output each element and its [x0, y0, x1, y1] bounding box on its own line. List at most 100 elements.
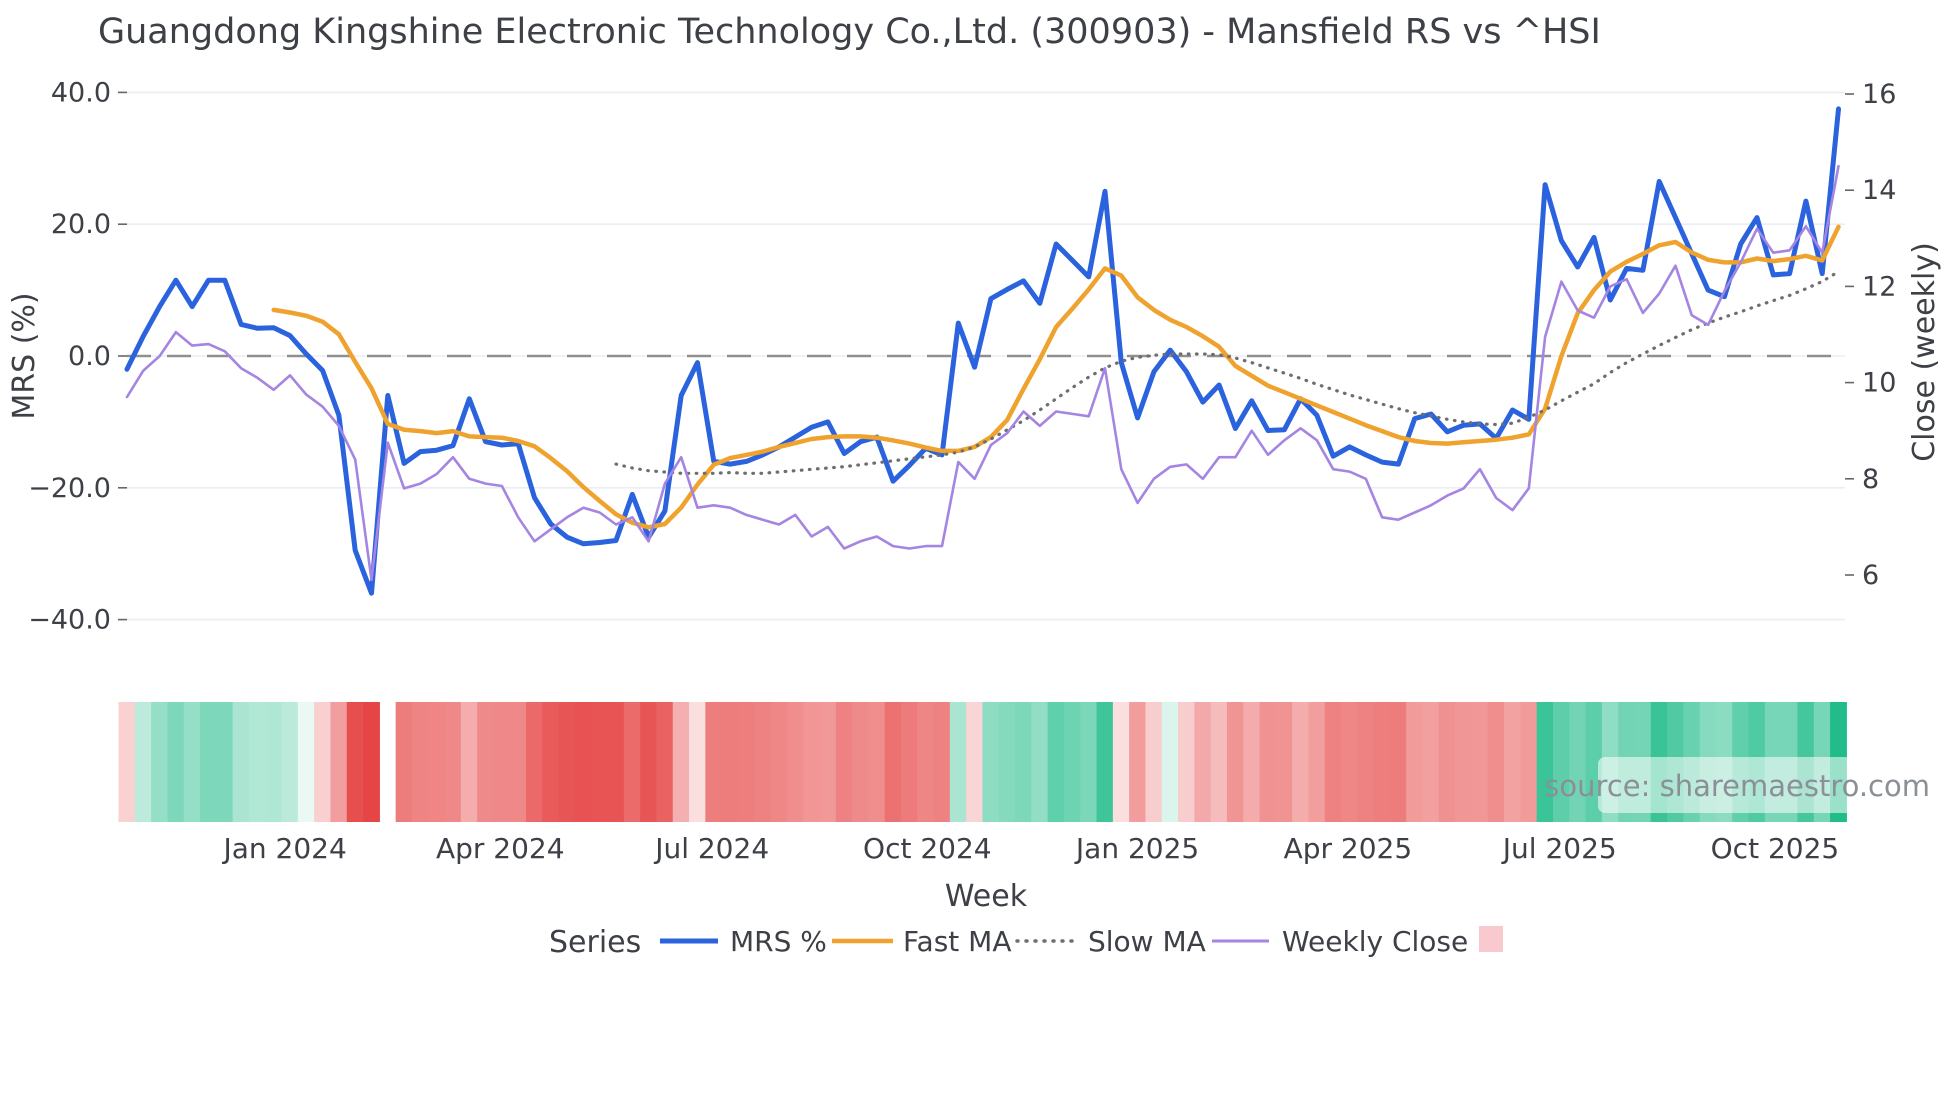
heatmap-cell [1292, 702, 1310, 822]
right-axis-tick-label: 8 [1862, 464, 1879, 495]
x-axis-tick-label: Apr 2025 [1284, 832, 1413, 865]
heatmap-cell [1504, 702, 1521, 822]
heatmap-cell [1455, 702, 1473, 822]
heatmap-cell [526, 702, 543, 822]
left-axis-tick-label: 40.0 [51, 77, 111, 108]
heatmap-cell [265, 702, 283, 822]
heatmap-cell [574, 702, 592, 822]
heatmap-cell [1178, 702, 1195, 822]
heatmap-cell [966, 702, 984, 822]
heatmap-cell [721, 702, 739, 822]
heatmap-cell [917, 702, 935, 822]
heatmap-cell [281, 702, 299, 822]
chart-legend: Series MRS % Fast MA Slow MA Weekly Clos… [549, 925, 1503, 960]
heatmap-cell [1243, 702, 1261, 822]
heatmap-cell [363, 702, 380, 822]
heatmap-cell [444, 702, 462, 822]
heatmap-cell [346, 702, 364, 822]
heatmap-cell [640, 702, 658, 822]
heatmap-cell [1341, 702, 1358, 822]
legend-label-weekly-close[interactable]: Weekly Close [1282, 925, 1468, 958]
heatmap-cell [1194, 702, 1212, 822]
x-axis-tick-label: Jul 2025 [1501, 832, 1617, 865]
series-line-mrs- [124, 106, 1841, 596]
series-line-fast-ma [271, 224, 1841, 530]
right-axis-tick-label: 10 [1862, 368, 1896, 399]
heatmap-cell [1569, 702, 1587, 822]
heatmap-cell [933, 702, 951, 822]
heatmap-cell [1438, 702, 1456, 822]
heatmap-cell [623, 702, 641, 822]
heatmap-cell [493, 702, 511, 822]
heatmap-cell [1031, 702, 1049, 822]
right-axis-tick-label: 14 [1862, 175, 1896, 206]
legend-label-slow-ma[interactable]: Slow MA [1088, 925, 1206, 958]
heatmap-cell [314, 702, 332, 822]
heatmap-cell [1226, 702, 1244, 822]
heatmap-cell [167, 702, 185, 822]
heatmap-cell [460, 702, 478, 822]
heatmap-cell [1259, 702, 1277, 822]
page-title: Guangdong Kingshine Electronic Technolog… [98, 12, 1601, 52]
series-line-weekly-close [125, 164, 1840, 582]
heatmap-cell [949, 702, 967, 822]
x-axis-tick-label: Oct 2024 [863, 832, 992, 865]
heatmap-cell [607, 702, 625, 822]
heatmap-cell [591, 702, 609, 822]
heatmap-cell [1471, 702, 1489, 822]
heatmap-cell [297, 702, 315, 822]
left-axis-tick-label: −20.0 [28, 473, 111, 504]
heatmap-cell [1520, 702, 1538, 822]
heatmap-cell [1536, 702, 1554, 822]
heatmap-cell [884, 702, 902, 822]
heatmap-cell [672, 702, 690, 822]
legend-label-fast-ma[interactable]: Fast MA [903, 925, 1011, 958]
heatmap-cell [183, 702, 201, 822]
heatmap-cell [395, 702, 413, 822]
heatmap-cell [835, 702, 853, 822]
heatmap-cell [786, 702, 804, 822]
legend-label-mrs[interactable]: MRS % [730, 925, 827, 958]
heatmap-strip [118, 702, 1847, 822]
heatmap-cell [1406, 702, 1424, 822]
heatmap-cell [1129, 702, 1147, 822]
right-axis-title: Close (weekly) [1907, 242, 1942, 462]
heatmap-cell [542, 702, 560, 822]
heatmap-cell [770, 702, 788, 822]
heatmap-cell [330, 702, 348, 822]
x-axis-tick-label: Jan 2025 [1074, 832, 1199, 865]
heatmap-cell [1080, 702, 1098, 822]
heatmap-cell [852, 702, 869, 822]
heatmap-cell [134, 702, 152, 822]
heatmap-cell [558, 702, 576, 822]
left-axis-title: MRS (%) [7, 292, 42, 419]
heatmap-cell [118, 702, 136, 822]
right-axis-tick-label: 6 [1862, 560, 1879, 591]
heatmap-cell [1096, 702, 1114, 822]
heatmap-cell [819, 702, 837, 822]
x-axis-tick-label: Oct 2025 [1711, 832, 1840, 865]
heatmap-cell [705, 702, 723, 822]
heatmap-cell [509, 702, 527, 822]
heatmap-cell [900, 702, 918, 822]
heatmap-cell [411, 702, 429, 822]
heatmap-cell [216, 702, 234, 822]
series-lines [124, 106, 1841, 596]
heatmap-cell [151, 702, 169, 822]
source-watermark-background [1598, 757, 1948, 813]
heatmap-cell [868, 702, 886, 822]
legend-heading: Series [549, 925, 641, 960]
x-axis-tick-label: Apr 2024 [436, 832, 565, 865]
heatmap-cell [200, 702, 217, 822]
heatmap-cell [1422, 702, 1440, 822]
heatmap-cell [754, 702, 772, 822]
heatmap-cell [656, 702, 674, 822]
source-link-text[interactable]: source: sharemaestro.com [1544, 769, 1930, 803]
heatmap-cell [1047, 702, 1065, 822]
heatmap-cell [1308, 702, 1326, 822]
heatmap-cell [689, 702, 706, 822]
legend-swatch-heatmap-patch[interactable] [1479, 926, 1503, 952]
heatmap-cell [248, 702, 266, 822]
